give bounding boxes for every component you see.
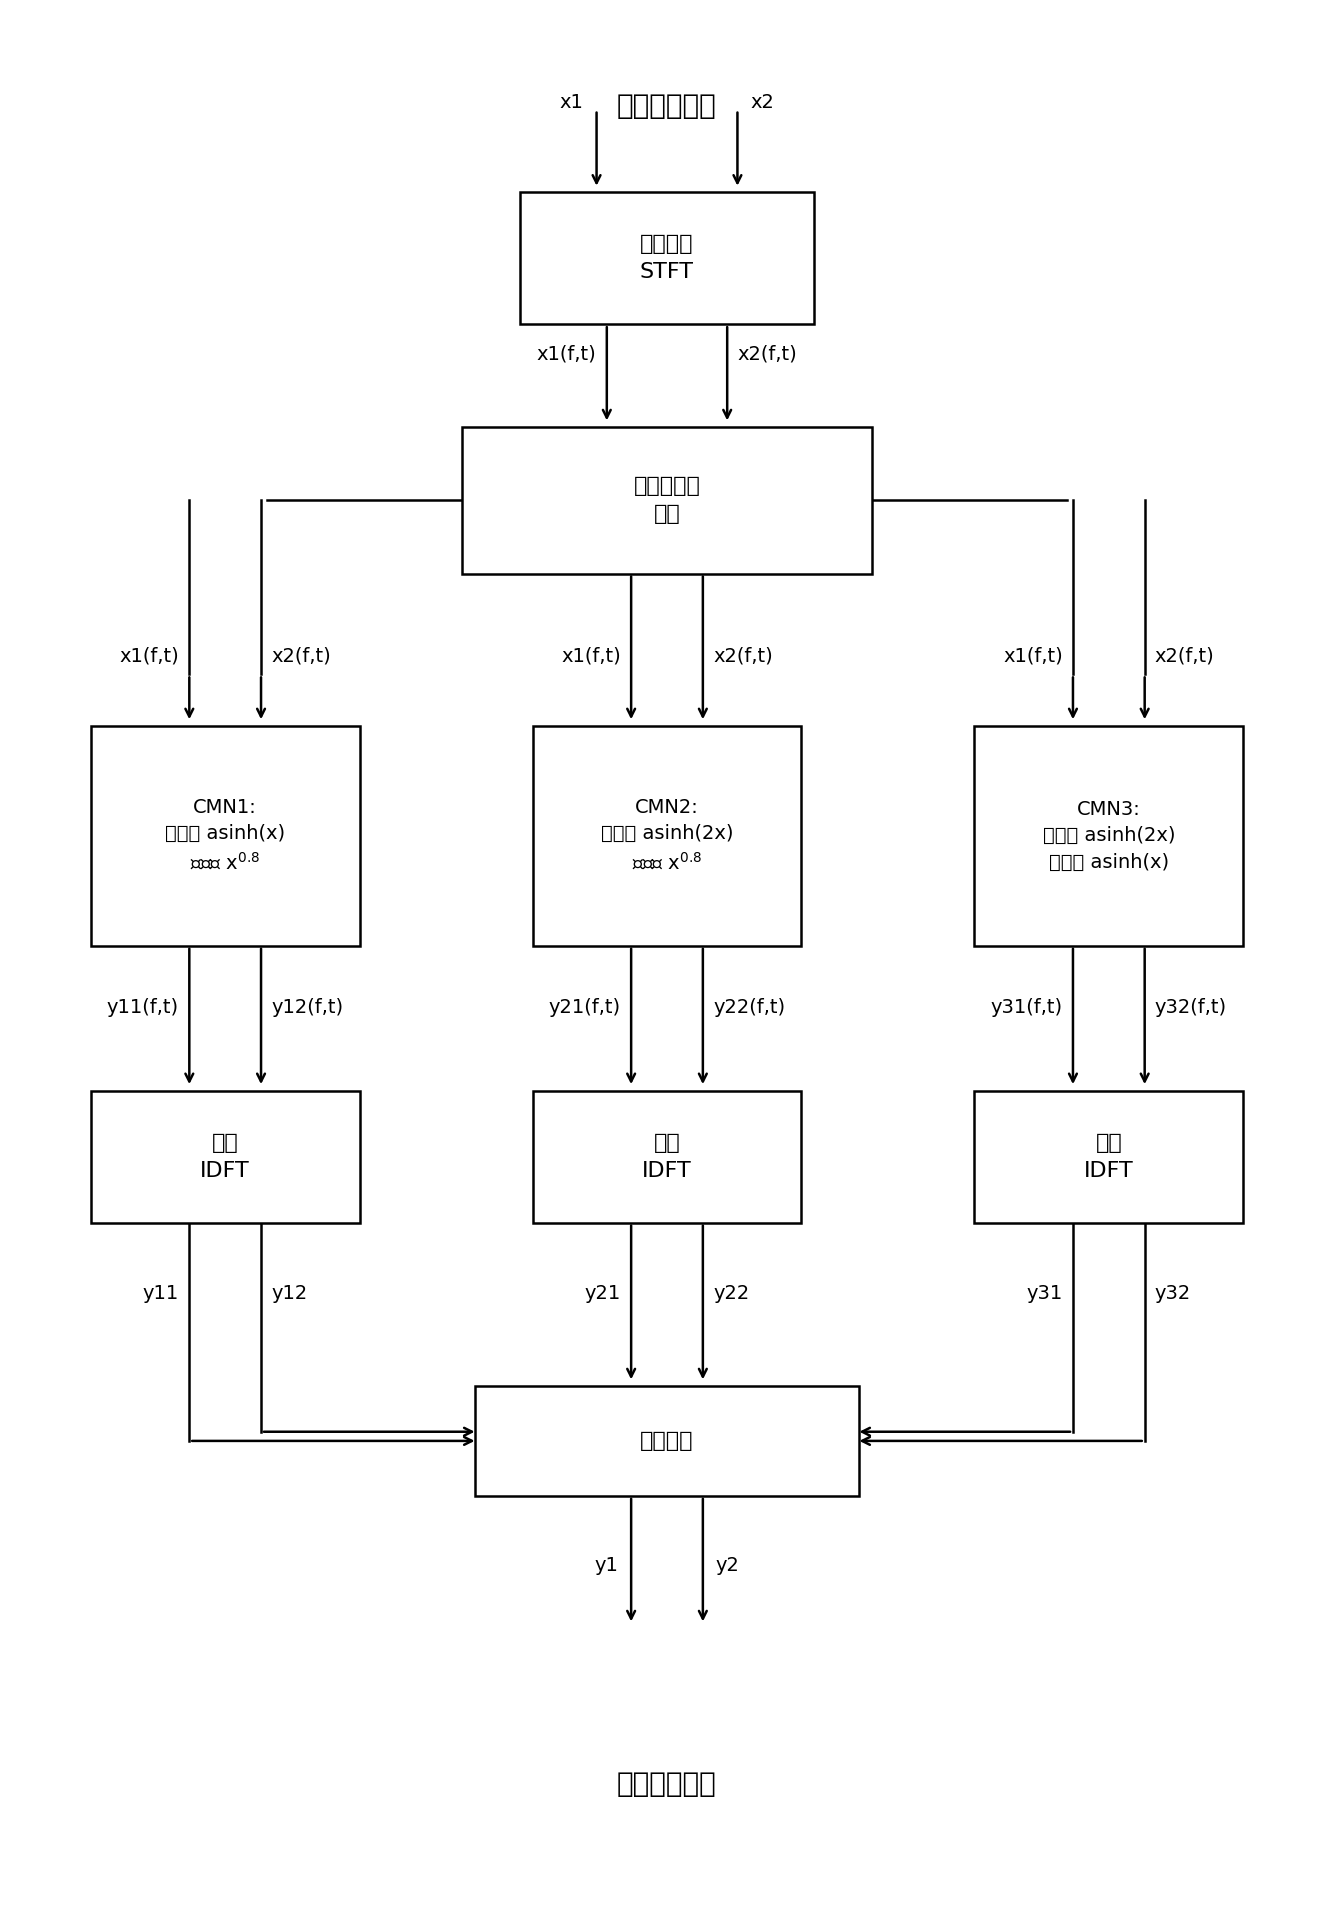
Text: y22(f,t): y22(f,t) xyxy=(714,997,786,1016)
Text: 排序
IDFT: 排序 IDFT xyxy=(1085,1133,1134,1180)
Text: y2: y2 xyxy=(715,1557,739,1576)
Bar xyxy=(520,193,814,325)
Text: x1(f,t): x1(f,t) xyxy=(119,647,179,665)
Text: x1: x1 xyxy=(560,94,584,113)
Text: y11: y11 xyxy=(143,1284,179,1303)
Bar xyxy=(462,428,872,573)
Text: CMN3:
低频段 asinh(2x)
中频段 asinh(x): CMN3: 低频段 asinh(2x) 中频段 asinh(x) xyxy=(1043,800,1175,871)
Text: y1: y1 xyxy=(595,1557,619,1576)
Text: 输出选择: 输出选择 xyxy=(640,1431,694,1452)
Text: y22: y22 xyxy=(714,1284,750,1303)
Text: 排序
IDFT: 排序 IDFT xyxy=(642,1133,692,1180)
Text: x1(f,t): x1(f,t) xyxy=(562,647,620,665)
Text: CMN2:
低频段 asinh(2x)
中频段 x$^{0.8}$: CMN2: 低频段 asinh(2x) 中频段 x$^{0.8}$ xyxy=(600,798,734,873)
Text: 加窗分帧
STFT: 加窗分帧 STFT xyxy=(640,235,694,283)
Text: y32: y32 xyxy=(1155,1284,1191,1303)
Bar xyxy=(974,1091,1243,1222)
Text: 语音混合信号: 语音混合信号 xyxy=(618,92,716,120)
Text: y21: y21 xyxy=(584,1284,620,1303)
Text: 低频、中频
分段: 低频、中频 分段 xyxy=(634,476,700,523)
Text: y32(f,t): y32(f,t) xyxy=(1155,997,1227,1016)
Text: y12: y12 xyxy=(271,1284,308,1303)
Text: 语音分离信号: 语音分离信号 xyxy=(618,1771,716,1797)
Bar xyxy=(532,726,802,945)
Text: x2(f,t): x2(f,t) xyxy=(738,344,798,363)
Text: x2(f,t): x2(f,t) xyxy=(1155,647,1215,665)
Text: x2(f,t): x2(f,t) xyxy=(271,647,331,665)
Text: y31: y31 xyxy=(1026,1284,1063,1303)
Text: x1(f,t): x1(f,t) xyxy=(536,344,596,363)
Bar xyxy=(475,1387,859,1496)
Text: x2: x2 xyxy=(750,94,774,113)
Text: y21(f,t): y21(f,t) xyxy=(548,997,620,1016)
Text: 排序
IDFT: 排序 IDFT xyxy=(200,1133,249,1180)
Bar xyxy=(91,726,360,945)
Text: y31(f,t): y31(f,t) xyxy=(991,997,1063,1016)
Text: x2(f,t): x2(f,t) xyxy=(714,647,772,665)
Text: y12(f,t): y12(f,t) xyxy=(271,997,343,1016)
Text: y11(f,t): y11(f,t) xyxy=(107,997,179,1016)
Text: x1(f,t): x1(f,t) xyxy=(1003,647,1063,665)
Bar xyxy=(974,726,1243,945)
Bar xyxy=(91,1091,360,1222)
Bar xyxy=(532,1091,802,1222)
Text: CMN1:
低频段 asinh(x)
中频段 x$^{0.8}$: CMN1: 低频段 asinh(x) 中频段 x$^{0.8}$ xyxy=(165,798,285,873)
